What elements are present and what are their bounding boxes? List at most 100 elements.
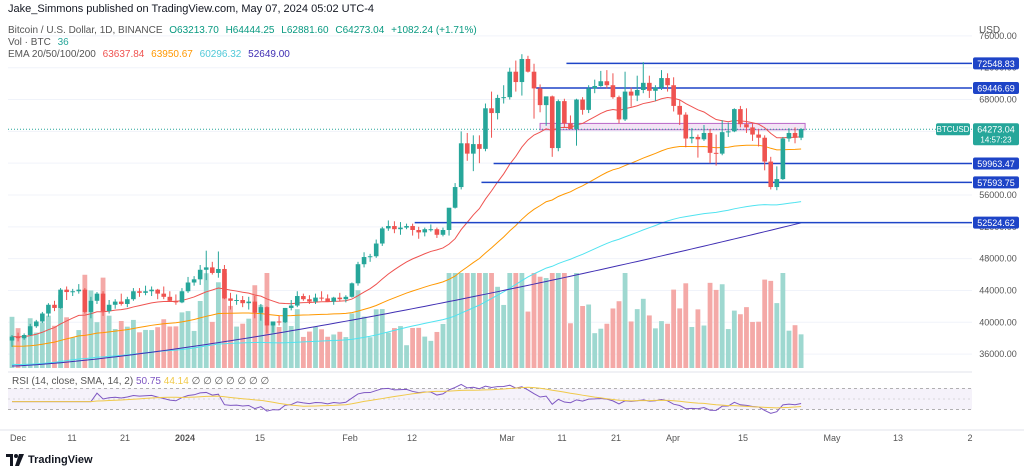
volume-bar [185,311,191,368]
volume-bar [768,280,774,368]
volume-bar [149,330,155,368]
candles [9,54,804,347]
y-tick-label: 68000.00 [979,95,1017,105]
volume-bar [234,326,239,368]
ohlc-high: H64444.25 [225,25,275,36]
candle-body [659,78,664,88]
resistance-zone-rect [539,122,806,131]
price-axis: 76000.0072000.0068000.0064000.0060000.00… [936,0,1024,430]
tradingview-brand[interactable]: TradingView [6,454,93,466]
candle-body [379,228,385,244]
volume-bar [440,323,446,368]
candle-body [137,291,142,293]
volume-bar [489,273,494,368]
volume-bar [653,328,658,368]
volume-bar [94,322,100,368]
candle-body [725,131,731,133]
volume-bar [659,321,664,368]
volume-bar [452,273,458,368]
volume-bar [404,345,409,368]
candle-body [197,269,203,280]
candle-body [404,226,409,228]
x-tick-label: 13 [893,433,903,443]
candle-body [507,71,513,98]
level-price-text: 72548.83 [977,59,1015,69]
volume-legend[interactable]: Vol · BTC 36 [8,37,73,48]
candle-body [222,268,227,299]
rsi-legend[interactable]: RSI (14, close, SMA, 14, 2) 50.75 44.14 … [12,376,269,387]
candle-body [64,289,69,293]
volume-bar [561,273,567,368]
candle-body [610,85,616,98]
volume-bar [798,334,804,368]
candle-body [125,299,130,304]
volume-bar [307,331,312,368]
current-price-text: 64273.04 [977,125,1015,135]
candle-body [592,86,598,89]
volume-bar [762,279,768,368]
volume-bar [713,289,719,368]
volume-bar [531,273,537,368]
candle-body [106,304,112,312]
candle-body [471,144,476,154]
candle-body [732,109,737,132]
candle-body [622,91,628,120]
candle-body [9,336,15,341]
volume-bar [519,273,525,368]
x-tick-label: Feb [342,433,358,443]
candle-body [768,161,774,188]
volume-bar [300,336,306,368]
candle-body [264,307,270,326]
candle-body [361,257,367,265]
volume-bar [64,317,70,368]
volume-bar [58,295,63,368]
y-tick-label: 44000.00 [979,285,1017,295]
symbol-title[interactable]: Bitcoin / U.S. Dollar, 1D, BINANCE [8,25,163,36]
volume-bar [222,273,227,368]
candle-body [94,293,100,301]
candle-body [203,267,209,270]
candle-body [179,291,185,303]
candle-body [88,300,94,312]
volume-bar [725,329,731,368]
volume-bar [483,273,488,368]
volume-bar [288,326,294,368]
volume-bar [543,277,549,368]
volume-bar [628,321,634,368]
volume-bar [246,318,252,368]
volume-bar [428,340,434,368]
ema-lines [11,96,802,367]
candle-body [191,279,197,283]
x-tick-label: 21 [611,433,621,443]
volume-bar [191,330,197,368]
candle-body [349,283,355,297]
candle-body [167,296,173,301]
ema-legend[interactable]: EMA 20/50/100/200 63637.84 63950.67 6029… [8,49,294,60]
candle-body [604,81,610,86]
candle-body [428,229,434,231]
volume-bar [568,323,573,368]
volume-bar [52,325,57,368]
candle-body [501,97,506,99]
volume-bar [634,309,640,368]
volume-bar [118,320,124,368]
x-tick-label: 2 [967,433,972,443]
candle-body [313,297,318,302]
volume-bar [76,330,82,368]
candle-body [70,291,75,293]
candle-body [319,297,324,299]
candle-body [392,226,397,230]
candle-body [416,230,421,233]
volume-bar [379,309,385,368]
volume-bar [276,327,282,368]
candle-body [240,300,245,304]
volume-bar [495,286,500,368]
volume-bar [525,311,531,368]
candle-body [294,296,300,306]
candle-body [161,293,167,297]
volume-bar [476,273,482,368]
x-tick-label: 15 [738,433,748,443]
volume-bar [355,290,361,368]
volume-bar [580,306,585,368]
